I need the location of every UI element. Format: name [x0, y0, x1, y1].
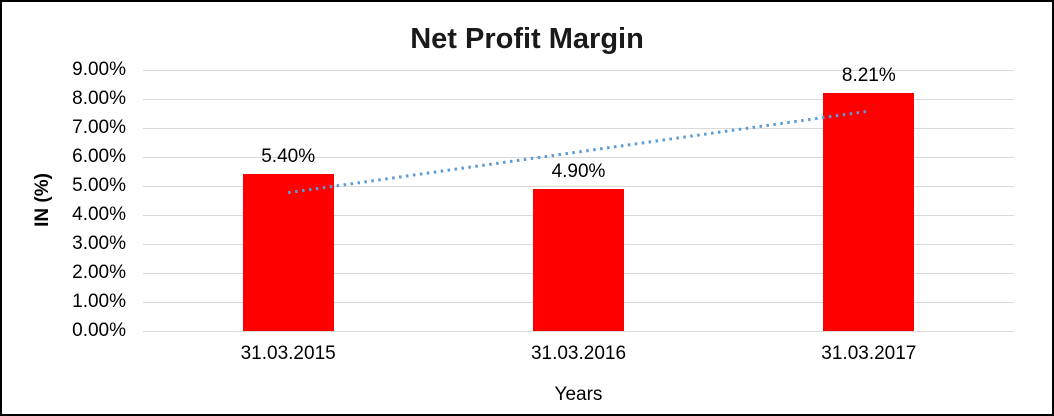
- x-axis-title: Years: [554, 384, 603, 405]
- bar: [242, 174, 334, 331]
- y-tick-label: 6.00%: [72, 146, 126, 167]
- y-tick-label: 4.00%: [72, 204, 126, 225]
- y-tick-label: 3.00%: [72, 233, 126, 254]
- y-tick-label: 7.00%: [72, 117, 126, 138]
- y-tick-label: 0.00%: [72, 320, 126, 341]
- gridline: [143, 331, 1014, 332]
- bar-data-label: 8.21%: [841, 64, 896, 86]
- y-tick-label: 5.00%: [72, 175, 126, 196]
- gridline: [143, 157, 1014, 158]
- x-category-label: 31.03.2017: [821, 343, 917, 364]
- gridline: [143, 99, 1014, 100]
- y-tick-label: 1.00%: [72, 291, 126, 312]
- gridline: [143, 128, 1014, 129]
- bar-data-label: 4.90%: [551, 160, 606, 182]
- y-tick-label: 2.00%: [72, 262, 126, 283]
- y-tick-label: 9.00%: [72, 59, 126, 80]
- chart-title: Net Profit Margin: [410, 23, 644, 55]
- y-tick-label: 8.00%: [72, 88, 126, 109]
- gridline: [143, 186, 1014, 187]
- plot-area: [143, 70, 1014, 332]
- trendline: [287, 109, 870, 195]
- gridline: [143, 70, 1014, 71]
- x-category-label: 31.03.2016: [530, 343, 627, 364]
- bar: [533, 188, 624, 331]
- bar: [823, 92, 915, 331]
- bar-data-label: 5.40%: [261, 146, 316, 168]
- x-category-label: 31.03.2015: [240, 343, 336, 364]
